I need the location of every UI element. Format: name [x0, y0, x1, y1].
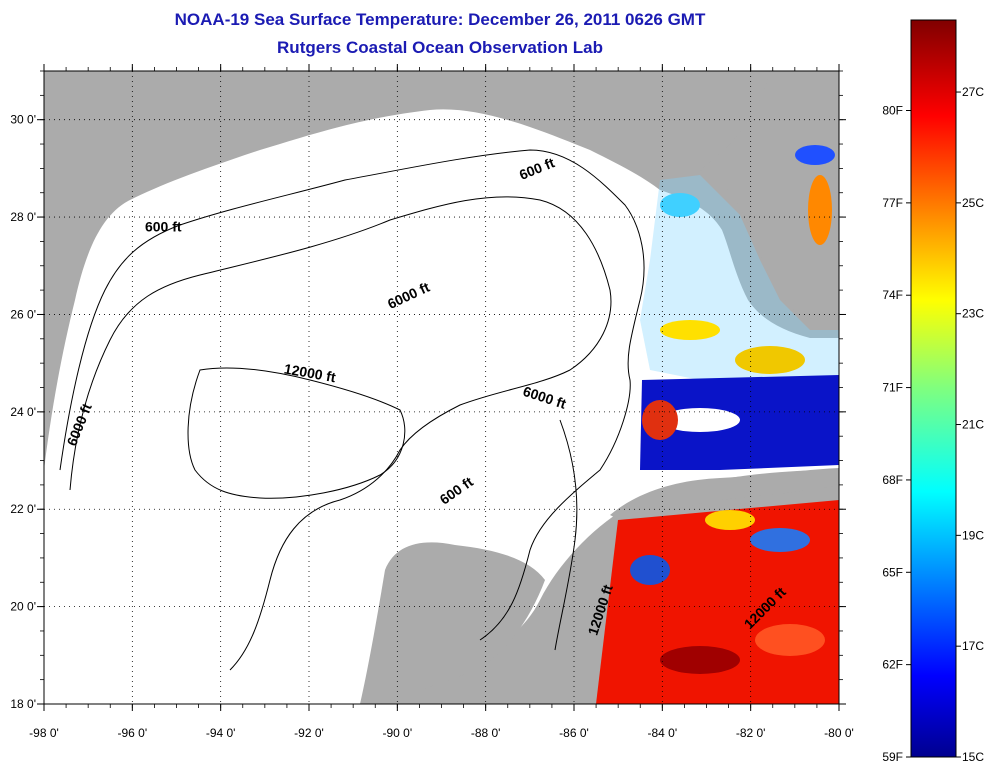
sst-swath: [596, 145, 839, 704]
contour-600ft: [59, 149, 645, 641]
lon-tick-label: -96 0': [118, 726, 148, 740]
lat-tick-label: 28 0': [10, 210, 36, 224]
map-axes: -98 0' -96 0' -94 0' -92 0' -90 0' -88 0' -86 …: [10, 64, 854, 740]
lon-tick-label: -88 0': [471, 726, 501, 740]
lon-tick-label: -84 0': [648, 726, 678, 740]
lon-tick-label: -82 0': [736, 726, 766, 740]
contour-12000ft: [187, 367, 406, 499]
contour-label: 600 ft: [145, 219, 182, 235]
lon-tick-label: -86 0': [559, 726, 589, 740]
lat-tick-label: 26 0': [10, 307, 36, 321]
lon-tick-label: -80 0': [824, 726, 854, 740]
map-title: NOAA-19 Sea Surface Temperature: Decembe…: [174, 10, 706, 29]
lat-tick-label: 18 0': [10, 697, 36, 711]
map-subtitle: Rutgers Coastal Ocean Observation Lab: [277, 38, 603, 57]
gulf-water: [44, 109, 839, 704]
lon-tick-label: -94 0': [206, 726, 236, 740]
map-gridlines: [44, 71, 839, 704]
lon-tick-label: -90 0': [383, 726, 413, 740]
florida-peninsula: [700, 71, 839, 320]
cuba-island: [610, 468, 839, 525]
lat-tick-label: 24 0': [10, 405, 36, 419]
yucatan-peninsula: [360, 542, 545, 704]
lat-tick-label: 30 0': [10, 113, 36, 127]
contour-12000ft-east: [554, 419, 578, 651]
contour-6000ft: [69, 196, 612, 671]
lat-tick-label: 22 0': [10, 502, 36, 516]
lon-tick-label: -98 0': [29, 726, 59, 740]
lat-tick-label: 20 0': [10, 600, 36, 614]
lon-tick-label: -92 0': [294, 726, 324, 740]
